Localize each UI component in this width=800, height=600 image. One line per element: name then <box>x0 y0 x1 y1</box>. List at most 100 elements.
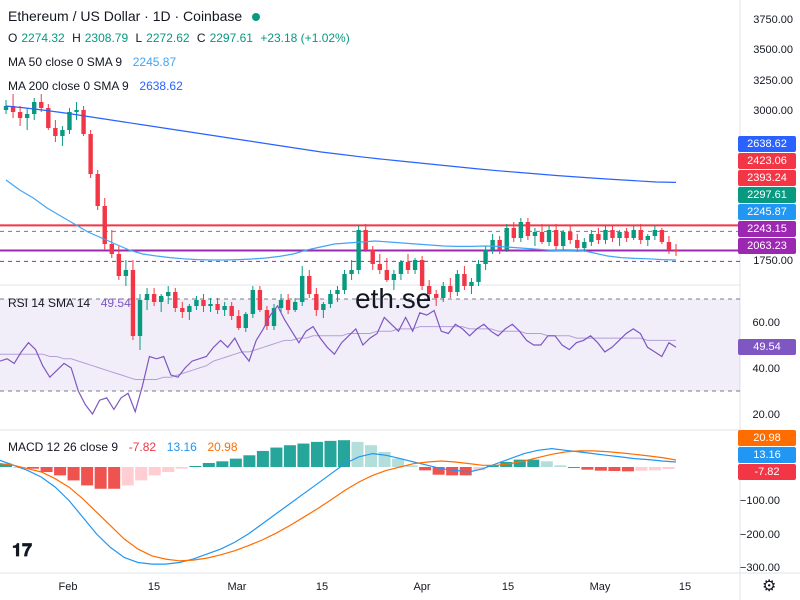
macd-hist-bar <box>229 458 242 467</box>
candle <box>271 304 277 330</box>
candle-body <box>39 102 44 108</box>
candle-body <box>518 222 524 238</box>
candle <box>575 234 580 252</box>
candle <box>448 278 453 298</box>
candle-body <box>17 112 23 118</box>
macd-hist-bar <box>621 467 634 472</box>
time-tick-label: Feb <box>59 581 78 593</box>
candle <box>17 106 23 126</box>
candle <box>525 218 531 240</box>
tradingview-logo-icon[interactable]: 𝟏𝟕 <box>12 540 33 560</box>
candle-body <box>455 274 460 292</box>
candle <box>116 246 122 280</box>
macd-hist-bar <box>419 467 432 471</box>
candle <box>24 108 30 130</box>
candle-body <box>215 304 220 310</box>
macd-signal-badge: 20.98 <box>738 430 796 446</box>
symbol-title[interactable]: Ethereum / US Dollar · 1D · Coinbase <box>8 8 264 24</box>
macd-line-value: 13.16 <box>166 440 197 454</box>
candle <box>363 224 368 252</box>
macd-hist-bar <box>270 447 283 467</box>
candle <box>511 222 516 242</box>
candle-body <box>271 308 277 326</box>
rsi-legend[interactable]: RSI 14 SMA 14 49.54 <box>8 296 135 310</box>
price-badge-resistance: 2423.06 <box>738 153 796 169</box>
ma50-label: MA 50 close 0 SMA 9 <box>8 55 123 69</box>
candle-body <box>321 304 326 310</box>
candle-body <box>610 230 615 238</box>
candle <box>215 298 220 314</box>
candle-body <box>243 314 248 328</box>
macd-hist-bar <box>54 467 67 476</box>
candle-body <box>391 274 397 280</box>
candle <box>462 266 467 290</box>
macd-legend[interactable]: MACD 12 26 close 9 -7.82 13.16 20.98 <box>8 440 242 454</box>
candle <box>130 260 136 340</box>
candle <box>377 254 382 274</box>
rsi-sma-line <box>0 326 676 380</box>
candle <box>553 224 559 250</box>
candle-body <box>208 304 213 306</box>
candle <box>518 218 524 242</box>
rsi-value: 49.54 <box>100 296 131 310</box>
candle-body <box>236 316 241 328</box>
symbol-title-text: Ethereum / US Dollar · 1D · Coinbase <box>8 8 243 24</box>
price-tick-label: 3000.00 <box>753 105 793 117</box>
macd-signal-line <box>0 450 677 562</box>
candle <box>546 226 552 246</box>
candle <box>46 104 51 130</box>
candle-body <box>250 290 256 314</box>
candle-body <box>314 294 319 310</box>
candle-body <box>469 282 474 286</box>
candle-body <box>624 232 629 238</box>
macd-hist-bar <box>175 467 188 469</box>
candle <box>81 106 86 136</box>
macd-hist-bar <box>27 467 40 469</box>
candle-body <box>123 270 129 276</box>
close-label: C <box>196 31 206 45</box>
macd-hist-bar <box>567 467 580 469</box>
candle-body <box>144 294 150 300</box>
rsi-badge: 49.54 <box>738 339 796 355</box>
candle-body <box>575 240 580 248</box>
time-tick-label: 15 <box>316 581 328 593</box>
candle-body <box>173 292 178 308</box>
candle <box>426 280 432 300</box>
candle-body <box>229 306 234 316</box>
candle-body <box>166 292 171 296</box>
candle <box>659 228 665 244</box>
candle <box>539 224 545 244</box>
price-badge-last: 2297.61 <box>738 187 796 203</box>
candle-body <box>532 232 538 236</box>
low-label: L <box>135 31 143 45</box>
macd-hist-bar <box>162 467 175 473</box>
candle <box>666 236 672 254</box>
macd-hist-bar <box>310 441 323 467</box>
candle-body <box>589 234 594 242</box>
candle-body <box>434 294 439 298</box>
candle-body <box>666 242 672 250</box>
candle-body <box>307 276 312 294</box>
macd-hist-bar <box>202 462 215 467</box>
candle-body <box>673 250 679 251</box>
candle <box>342 270 347 294</box>
candle <box>610 226 615 242</box>
ma200-legend[interactable]: MA 200 close 0 SMA 9 2638.62 <box>8 79 187 93</box>
candle-body <box>356 230 361 270</box>
macd-hist-bar <box>297 443 310 467</box>
gear-icon[interactable]: ⚙ <box>762 578 777 595</box>
candle <box>292 298 298 312</box>
candle <box>264 306 270 330</box>
candle-body <box>328 294 333 304</box>
macd-hist-value: -7.82 <box>128 440 157 454</box>
ma200-value: 2638.62 <box>139 79 183 93</box>
candle <box>123 260 129 286</box>
candle-body <box>370 250 375 264</box>
time-tick-label: May <box>590 581 611 593</box>
macd-line <box>0 447 677 565</box>
macd-hist-bar <box>527 459 540 467</box>
ma50-legend[interactable]: MA 50 close 0 SMA 9 2245.87 <box>8 55 180 69</box>
candle <box>469 278 474 294</box>
candle <box>194 296 199 310</box>
